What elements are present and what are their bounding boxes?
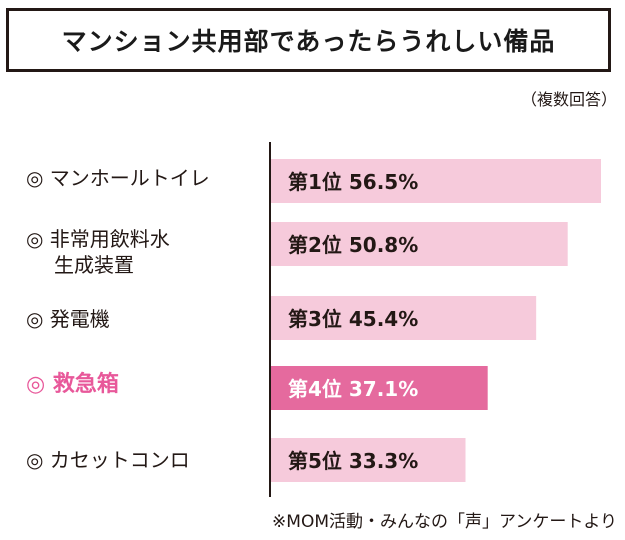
category-label-3-text: ◎ 発電機: [26, 307, 110, 331]
bar-5: [271, 438, 466, 482]
bar-4: [271, 366, 488, 410]
bar-label-2: 第2位 50.8%: [288, 233, 418, 257]
bar-label-1: 第1位 56.5%: [288, 170, 418, 194]
category-label-1: ◎ マンホールトイレ: [26, 165, 210, 191]
bar-label-4: 第4位 37.1%: [288, 377, 418, 401]
category-label-3: ◎ 発電機: [26, 306, 110, 332]
bar-label-5: 第5位 33.3%: [288, 449, 418, 473]
category-label-2-text: ◎ 非常用飲料水: [26, 227, 170, 251]
category-label-2: ◎ 非常用飲料水 生成装置: [26, 226, 170, 278]
bar-label-3: 第3位 45.4%: [288, 307, 418, 331]
category-label-5: ◎ カセットコンロ: [26, 447, 190, 473]
category-label-1-text: ◎ マンホールトイレ: [26, 166, 210, 190]
category-label-4-text: ◎ 救急箱: [26, 372, 119, 397]
category-label-5-text: ◎ カセットコンロ: [26, 448, 190, 472]
chart-title: マンション共用部であったらうれしい備品: [6, 8, 611, 72]
bar-3: [271, 296, 537, 340]
category-label-4: ◎ 救急箱: [26, 372, 119, 398]
source-note: ※MOM活動・みんなの「声」アンケートより: [272, 512, 617, 532]
multiple-answers-note: （複数回答）: [520, 90, 617, 109]
category-label-2-line2: 生成装置: [54, 253, 134, 277]
bar-1: [271, 159, 601, 203]
bar-2: [271, 222, 568, 266]
